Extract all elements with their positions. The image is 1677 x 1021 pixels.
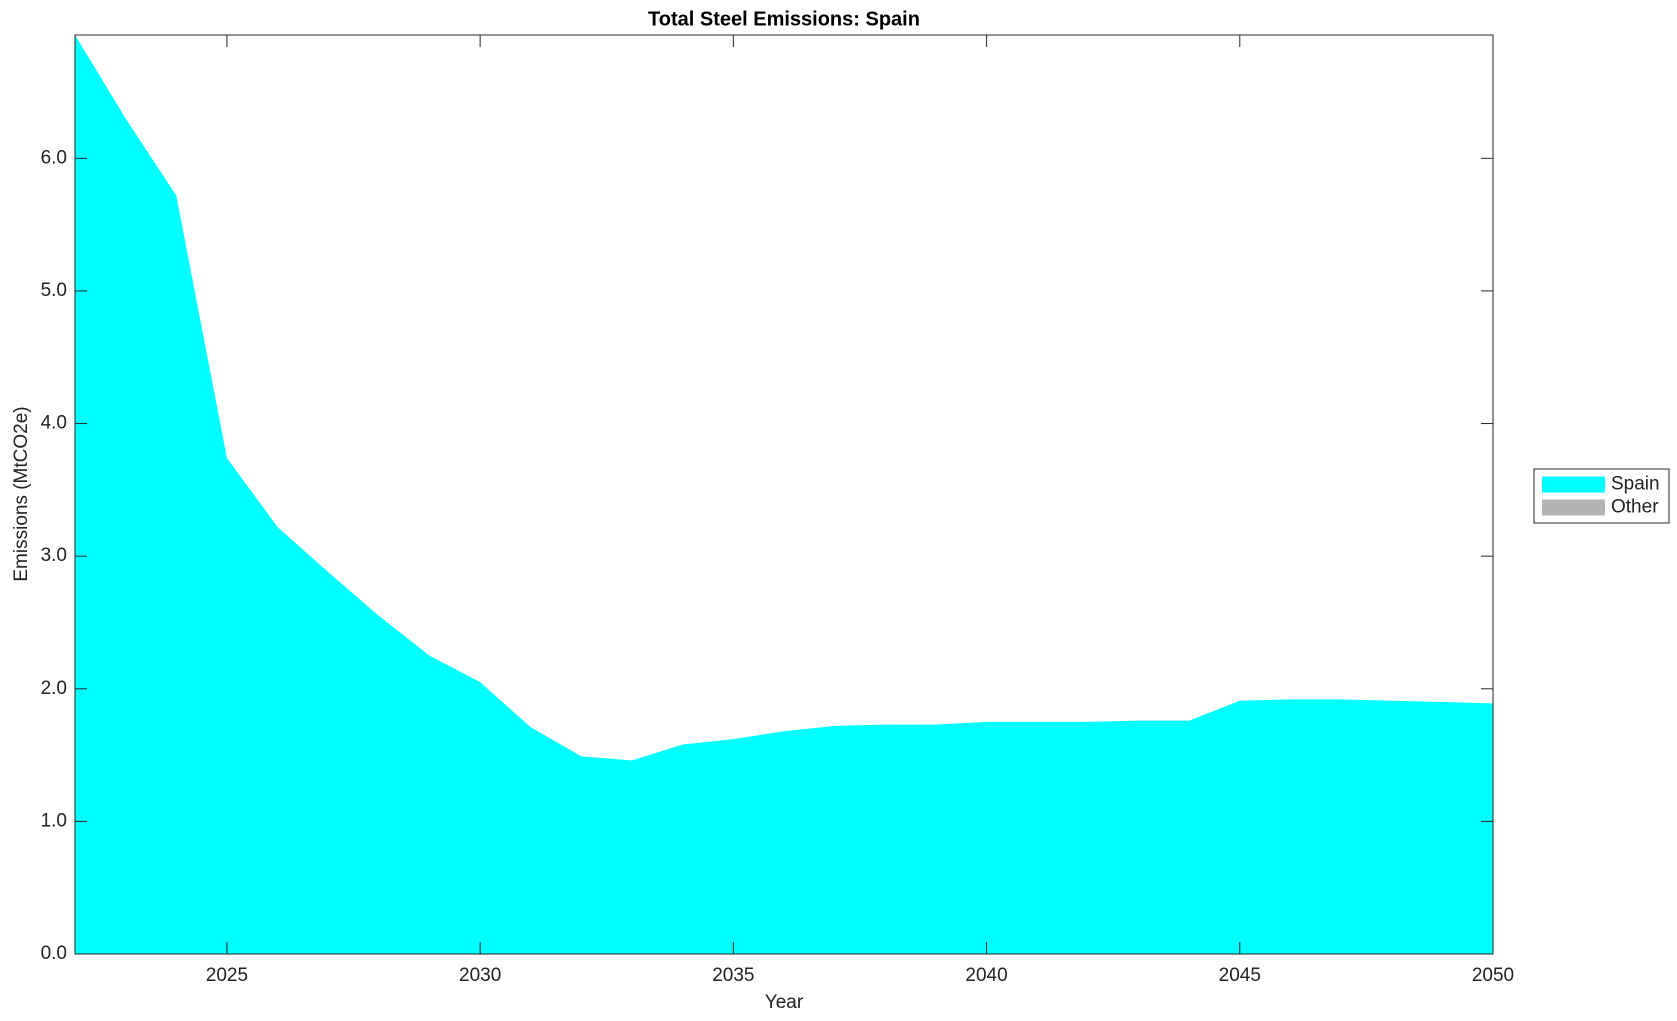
y-tick-label: 1.0 — [41, 810, 67, 831]
x-tick-label: 2050 — [1472, 965, 1514, 986]
area — [75, 35, 1493, 954]
chart-title: Total Steel Emissions: Spain — [648, 8, 920, 30]
y-tick-label: 5.0 — [41, 280, 67, 301]
y-tick-label: 4.0 — [41, 413, 67, 434]
legend-swatch — [1542, 499, 1605, 516]
x-tick-label: 2035 — [712, 965, 754, 986]
x-tick-label: 2030 — [459, 965, 501, 986]
y-tick-label: 6.0 — [41, 147, 67, 168]
plot-frame — [74, 34, 1494, 955]
legend-swatch — [1542, 476, 1605, 493]
legend-label: Spain — [1611, 474, 1660, 495]
y-tick-label: 2.0 — [41, 678, 67, 699]
legend-label: Other — [1611, 497, 1659, 518]
y-tick-label: 0.0 — [41, 943, 67, 964]
x-tick-label: 2045 — [1219, 965, 1261, 986]
x-tick-label: 2040 — [965, 965, 1007, 986]
y-tick-label: 3.0 — [41, 545, 67, 566]
y-axis-label: Emissions (MtCO2e) — [11, 406, 32, 581]
x-tick-label: 2025 — [206, 965, 248, 986]
x-axis-label: Year — [765, 992, 804, 1013]
